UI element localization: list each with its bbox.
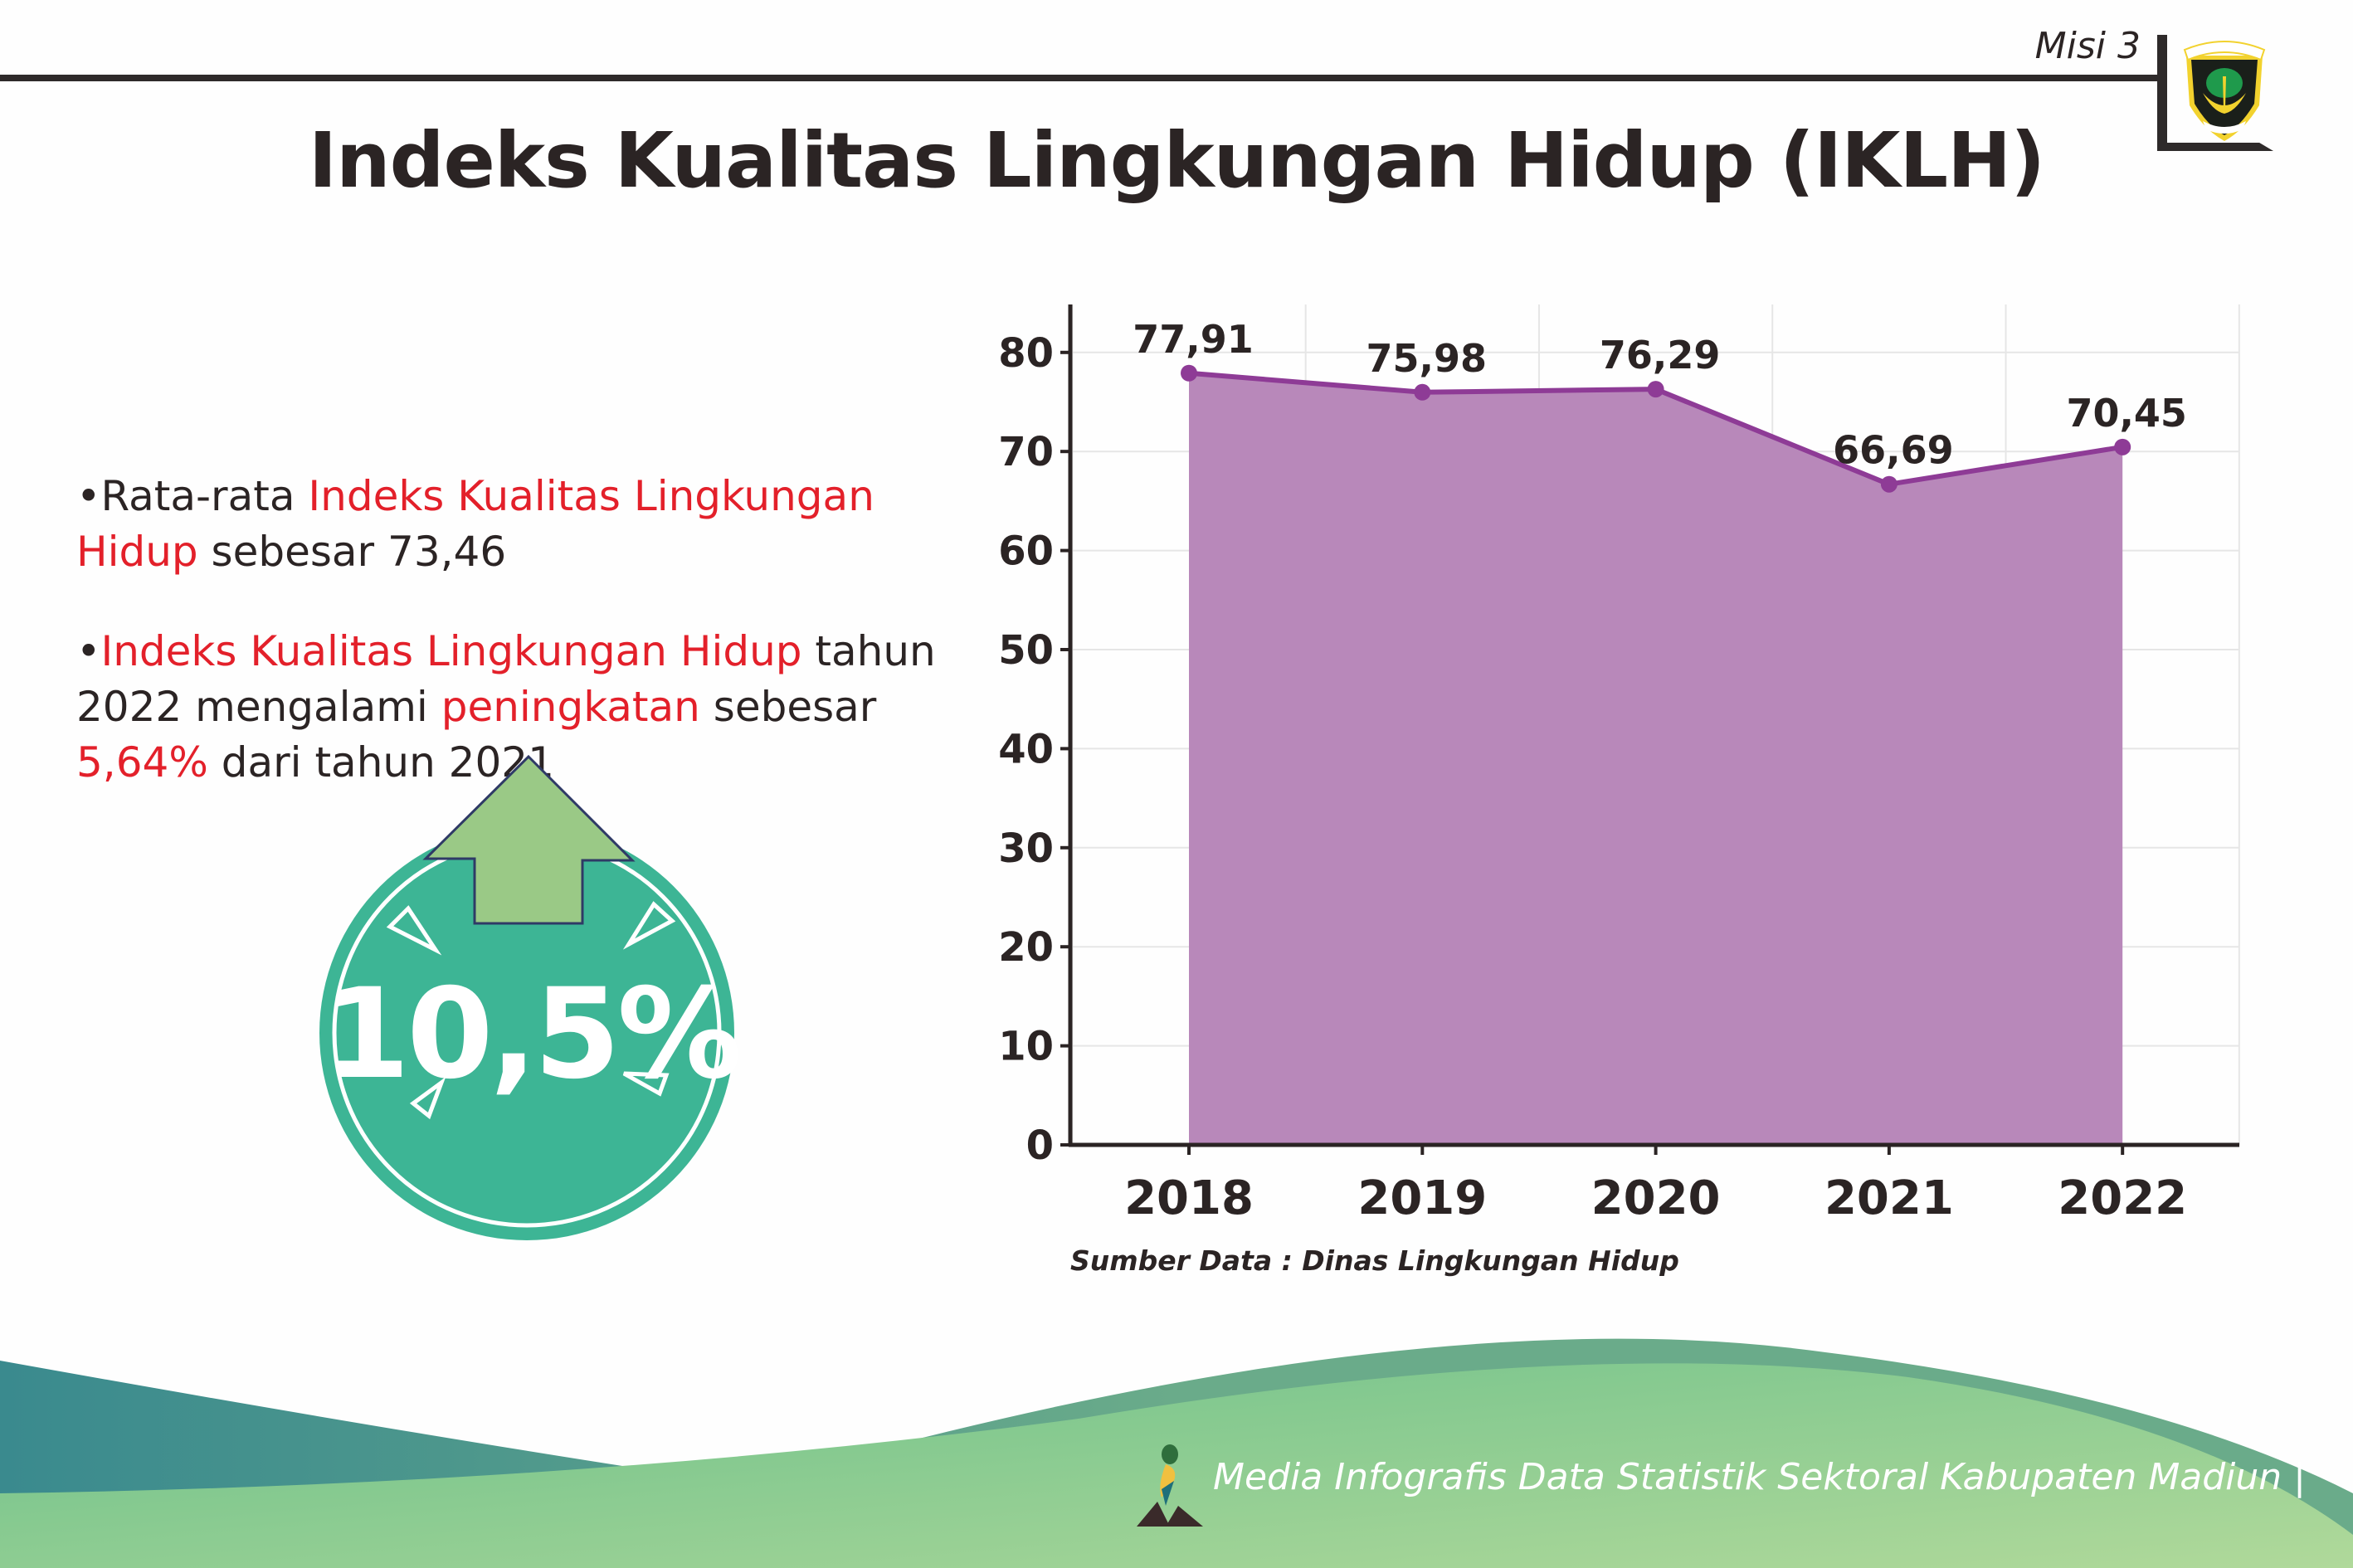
bullet-text: •: [76, 627, 101, 675]
area-fill: [1189, 373, 2123, 1145]
data-point: [1880, 475, 1898, 493]
y-tick-label: 70: [998, 429, 1054, 475]
y-tick-label: 80: [998, 330, 1054, 377]
bullet-highlight: Indeks Kualitas Lingkungan Hidup: [100, 627, 802, 675]
x-tick-label: 2019: [1357, 1171, 1487, 1225]
bullet-text: tahun 2022 mengalami: [76, 627, 936, 731]
bullet-text: sebesar 73,46: [197, 528, 507, 576]
header-bracket: [2157, 35, 2167, 151]
mission-label: Misi 3: [2034, 25, 2141, 67]
footer-text: Media Infografis Data Statistik Sektoral…: [1213, 1456, 2306, 1498]
data-point: [2114, 438, 2131, 455]
y-tick-label: 20: [998, 924, 1054, 971]
badge-value: 10,5%: [323, 962, 742, 1107]
increase-badge: [319, 754, 734, 1240]
bullet-highlight: Indeks Kualitas Lingkungan Hidup: [76, 472, 874, 576]
arrow-up-icon: [422, 754, 636, 925]
data-label: 77,91: [1133, 317, 1254, 362]
y-tick-label: 50: [998, 627, 1054, 674]
header-rule: [0, 75, 2162, 81]
y-tick-label: 30: [998, 825, 1054, 872]
bullet-text: •Rata-rata: [76, 472, 309, 520]
data-source: Sumber Data : Dinas Lingkungan Hidup: [1070, 1244, 1679, 1277]
footer-logo: [1137, 1444, 1203, 1527]
page-title: Indeks Kualitas Lingkungan Hidup (IKLH): [308, 116, 2045, 205]
bullet-text: dari tahun 2021: [207, 738, 554, 786]
header-bracket-base: [2157, 143, 2273, 151]
data-point: [1181, 364, 1197, 382]
data-point: [1647, 381, 1664, 398]
bullet-highlight: peningkatan: [441, 683, 700, 731]
y-tick-label: 10: [998, 1024, 1054, 1070]
data-label: 70,45: [2066, 391, 2187, 436]
y-tick-label: 40: [998, 726, 1054, 772]
kabupaten-madiun-logo: [2183, 41, 2266, 141]
data-label: 75,98: [1366, 336, 1488, 381]
bullet-highlight: 5,64%: [76, 738, 208, 786]
x-tick-label: 2022: [2058, 1171, 2187, 1225]
x-tick-label: 2021: [1824, 1171, 1954, 1225]
x-tick-label: 2020: [1591, 1171, 1721, 1225]
bullet-increase: •Indeks Kualitas Lingkungan Hidup tahun …: [76, 624, 956, 791]
data-label: 66,69: [1833, 428, 1954, 473]
data-point: [1414, 383, 1431, 401]
y-tick-label: 60: [998, 528, 1054, 575]
data-label: 76,29: [1600, 333, 1721, 377]
bullet-text: sebesar: [699, 683, 877, 731]
y-tick-label: 0: [1026, 1122, 1054, 1169]
bullet-average: •Rata-rata Indeks Kualitas Lingkungan Hi…: [76, 469, 956, 580]
x-tick-label: 2018: [1124, 1171, 1254, 1225]
